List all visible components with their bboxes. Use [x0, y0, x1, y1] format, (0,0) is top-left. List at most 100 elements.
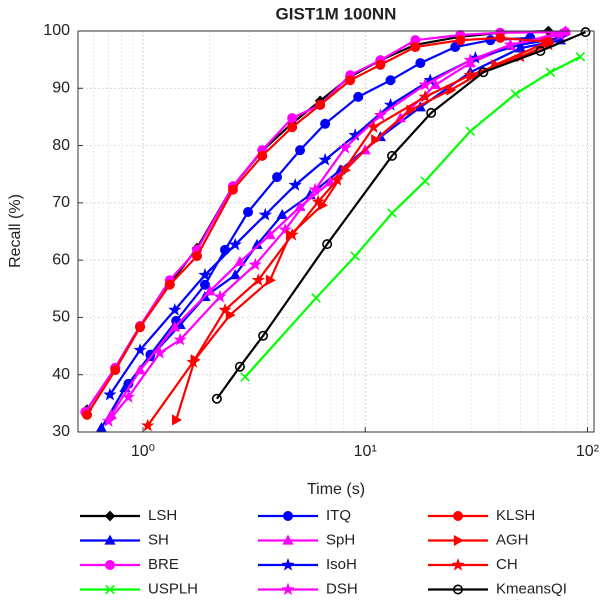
marker [366, 120, 381, 133]
marker [282, 510, 293, 521]
marker [105, 559, 116, 570]
grid: 30 40 50 60 70 80 90 100 10⁰ 10¹ 10² [43, 22, 599, 460]
legend-label: LSH [148, 507, 177, 524]
marker [553, 28, 567, 41]
marker [451, 558, 465, 571]
series-line [175, 42, 546, 421]
marker [211, 393, 222, 404]
legend-item: KmeansQI [428, 580, 567, 597]
marker [406, 104, 417, 116]
legend-item: DSH [258, 580, 358, 597]
marker [276, 209, 288, 220]
marker [450, 42, 461, 53]
chart-title: GIST1M 100NN [276, 4, 397, 23]
marker [330, 172, 344, 186]
legend-label: KmeansQI [496, 580, 567, 597]
y-tick-label: 60 [52, 251, 70, 268]
y-tick-label: 50 [52, 309, 70, 326]
legend-label: ITQ [326, 507, 351, 524]
marker [141, 418, 155, 432]
marker [258, 207, 272, 221]
marker [258, 330, 269, 341]
series-line [215, 31, 586, 400]
marker [295, 145, 306, 156]
marker [234, 361, 245, 372]
legend-item: ITQ [258, 507, 351, 524]
marker [281, 582, 295, 596]
marker [453, 534, 464, 547]
marker [420, 176, 430, 186]
marker [169, 321, 181, 332]
marker [288, 178, 302, 191]
marker [110, 365, 121, 376]
x-axis-label: Time (s) [307, 481, 365, 498]
marker [371, 134, 382, 146]
marker [452, 510, 463, 521]
legend-label: SH [148, 531, 169, 548]
marker [281, 558, 295, 571]
series-layer [80, 25, 591, 433]
legend-item: SH [80, 531, 169, 548]
marker [311, 293, 321, 303]
marker [510, 89, 521, 99]
marker [225, 309, 236, 321]
marker [345, 75, 356, 86]
marker [199, 279, 210, 290]
marker [580, 27, 591, 38]
marker [350, 251, 360, 261]
x-tick-label: 10¹ [354, 443, 377, 460]
marker [338, 140, 352, 154]
y-tick-label: 100 [43, 22, 70, 39]
marker [171, 414, 182, 426]
marker [455, 35, 466, 46]
plot-frame [77, 30, 595, 433]
legend-label: CH [496, 556, 518, 573]
marker [264, 229, 276, 240]
legend-label: DSH [326, 580, 358, 597]
marker [278, 222, 292, 236]
marker [105, 584, 115, 595]
legend-label: SpH [326, 531, 355, 548]
legend-label: KLSH [496, 507, 535, 524]
marker [265, 274, 276, 286]
marker [383, 97, 398, 111]
legend-item: KLSH [428, 507, 535, 524]
marker [248, 257, 262, 271]
marker [287, 122, 298, 133]
marker [387, 150, 398, 161]
marker [173, 332, 187, 346]
series-line [110, 29, 566, 416]
y-tick-label: 90 [52, 80, 70, 97]
marker [164, 279, 175, 290]
marker [133, 343, 147, 356]
y-tick-label: 30 [52, 423, 70, 440]
marker [308, 182, 322, 196]
marker [229, 269, 241, 280]
marker [418, 77, 432, 91]
marker [168, 302, 182, 316]
x-tick-label: 10⁰ [131, 443, 155, 460]
legend-label: AGH [496, 531, 529, 548]
marker [463, 53, 477, 66]
legend-item: CH [428, 556, 518, 573]
marker [575, 52, 586, 62]
y-axis-label: Recall (%) [7, 194, 24, 268]
marker [82, 409, 93, 420]
marker [228, 237, 242, 251]
marker [204, 285, 216, 296]
marker [103, 387, 117, 401]
marker [257, 150, 268, 161]
marker [465, 126, 476, 137]
marker [545, 67, 556, 78]
marker [251, 273, 265, 286]
marker [478, 67, 489, 78]
marker [121, 390, 136, 403]
marker [240, 372, 250, 382]
marker [418, 89, 432, 103]
marker [375, 59, 386, 70]
marker [104, 534, 116, 545]
marker [218, 302, 232, 316]
legend: LSH SH BRE USPLH ITQ SpH IsoH DSH KLSH AGH CH Kmean… [80, 507, 567, 597]
marker [353, 91, 364, 102]
legend-item: IsoH [258, 556, 357, 573]
